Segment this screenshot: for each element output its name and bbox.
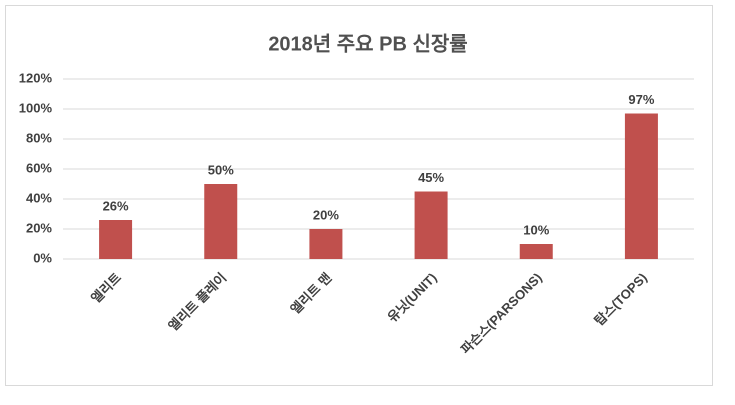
y-tick-label: 0% <box>33 250 52 265</box>
y-tick-label: 40% <box>26 190 52 205</box>
y-tick-label: 100% <box>19 100 53 115</box>
bar <box>624 113 658 259</box>
bar <box>414 191 448 259</box>
value-label: 20% <box>313 207 339 222</box>
chart-border <box>5 5 713 386</box>
y-tick-label: 120% <box>19 70 53 85</box>
chart-title: 2018년 주요 PB 신장률 <box>268 32 467 55</box>
y-tick-label: 60% <box>26 160 52 175</box>
value-label: 45% <box>418 170 444 185</box>
y-tick-label: 20% <box>26 220 52 235</box>
bar <box>519 244 553 259</box>
value-label: 10% <box>523 222 549 237</box>
value-label: 26% <box>103 198 129 213</box>
bar <box>99 220 133 259</box>
bar <box>204 184 238 259</box>
y-tick-label: 80% <box>26 130 52 145</box>
bar <box>309 229 343 259</box>
value-label: 50% <box>208 162 234 177</box>
value-label: 97% <box>628 92 654 107</box>
